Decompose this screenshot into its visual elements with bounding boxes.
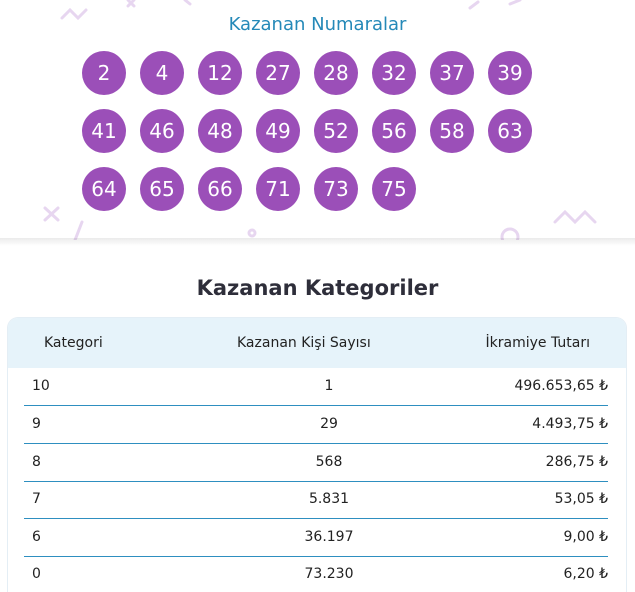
number-ball: 56 <box>372 109 416 153</box>
table-row: 9 29 4.493,75 ₺ <box>24 406 608 444</box>
cell-prize: 6,20 ₺ <box>563 566 608 582</box>
zigzag-decoration-icon <box>553 209 597 225</box>
cell-category: 7 <box>32 491 41 507</box>
winning-categories-title: Kazanan Kategoriler <box>196 276 439 300</box>
cell-category: 8 <box>32 454 41 470</box>
table-row: 6 36.197 9,00 ₺ <box>24 519 608 557</box>
number-ball: 75 <box>372 167 416 211</box>
number-ball: 41 <box>82 109 126 153</box>
table-row: 10 1 496.653,65 ₺ <box>24 368 608 406</box>
table-row: 8 568 286,75 ₺ <box>24 444 608 482</box>
cell-prize: 286,75 ₺ <box>545 454 608 470</box>
cell-category: 0 <box>32 566 41 582</box>
number-ball: 71 <box>256 167 300 211</box>
number-ball: 12 <box>198 51 242 95</box>
number-ball: 73 <box>314 167 358 211</box>
zigzag-decoration-icon <box>60 7 88 21</box>
card-shadow <box>0 238 635 246</box>
header-winners: Kazanan Kişi Sayısı <box>237 335 371 351</box>
number-ball: 64 <box>82 167 126 211</box>
number-ball: 32 <box>372 51 416 95</box>
cell-category: 9 <box>32 416 41 432</box>
confetti-decoration <box>43 0 597 240</box>
table-header: Kategori Kazanan Kişi Sayısı İkramiye Tu… <box>8 318 626 368</box>
winning-numbers-title: Kazanan Numaralar <box>228 14 407 35</box>
ring-decoration-icon <box>500 227 520 240</box>
number-ball: 63 <box>488 109 532 153</box>
cell-winners: 73.230 <box>304 566 354 582</box>
cell-winners: 29 <box>320 416 338 432</box>
winning-numbers-card: Kazanan Numaralar 2 4 12 27 28 32 37 39 … <box>0 0 635 240</box>
number-ball: 52 <box>314 109 358 153</box>
number-ball: 48 <box>198 109 242 153</box>
number-ball: 2 <box>82 51 126 95</box>
number-ball: 66 <box>198 167 242 211</box>
number-ball: 46 <box>140 109 184 153</box>
winning-categories-table: Kategori Kazanan Kişi Sayısı İkramiye Tu… <box>8 318 626 592</box>
number-ball: 4 <box>140 51 184 95</box>
number-ball: 49 <box>256 109 300 153</box>
cell-category: 6 <box>32 529 41 545</box>
cell-prize: 4.493,75 ₺ <box>532 416 608 432</box>
cell-winners: 1 <box>324 378 334 394</box>
number-ball: 65 <box>140 167 184 211</box>
cell-winners: 36.197 <box>304 529 354 545</box>
cell-prize: 9,00 ₺ <box>563 529 608 545</box>
number-ball: 39 <box>488 51 532 95</box>
cell-prize: 53,05 ₺ <box>554 491 608 507</box>
table-row: 0 73.230 6,20 ₺ <box>24 556 608 592</box>
number-ball: 28 <box>314 51 358 95</box>
cell-winners: 568 <box>315 454 343 470</box>
header-prize: İkramiye Tutarı <box>485 335 590 351</box>
header-category: Kategori <box>44 335 103 351</box>
number-ball: 37 <box>430 51 474 95</box>
cell-prize: 496.653,65 ₺ <box>514 378 608 394</box>
cell-winners: 5.831 <box>308 491 350 507</box>
stick-decoration-icon <box>73 220 84 240</box>
table-row: 7 5.831 53,05 ₺ <box>24 481 608 519</box>
number-ball: 58 <box>430 109 474 153</box>
cell-category: 10 <box>32 378 50 394</box>
number-ball: 27 <box>256 51 300 95</box>
